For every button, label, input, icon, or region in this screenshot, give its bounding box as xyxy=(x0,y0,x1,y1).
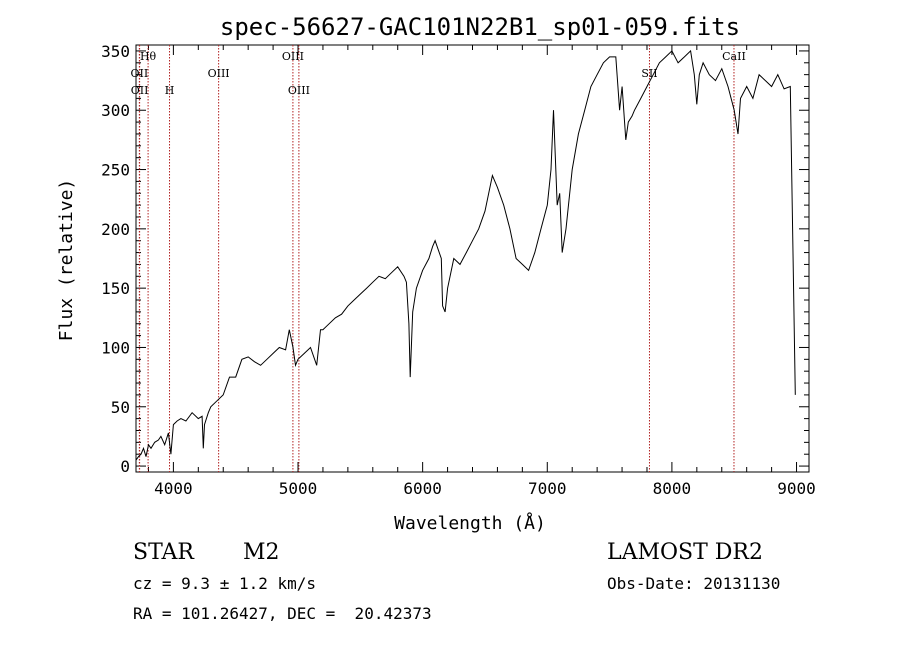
y-tick-label: 200 xyxy=(101,220,130,239)
x-tick-label: 5000 xyxy=(279,479,318,498)
line-marker-label: Hθ xyxy=(140,50,157,63)
redshift-velocity: cz = 9.3 ± 1.2 km/s xyxy=(133,574,317,593)
line-marker-label: OII xyxy=(131,84,149,97)
object-class: STAR xyxy=(133,540,194,565)
x-tick-label: 7000 xyxy=(528,479,567,498)
x-tick-label: 8000 xyxy=(653,479,692,498)
coordinates: RA = 101.26427, DEC = 20.42373 xyxy=(133,604,432,623)
line-marker-label: OIII xyxy=(208,67,230,80)
x-tick-label: 6000 xyxy=(403,479,442,498)
survey-name: LAMOST DR2 xyxy=(607,540,763,565)
y-tick-label: 350 xyxy=(101,42,130,61)
y-tick-label: 50 xyxy=(111,398,130,417)
line-marker-label: CaII xyxy=(722,50,746,63)
y-axis-label: Flux (relative) xyxy=(56,179,77,342)
y-tick-label: 150 xyxy=(101,279,130,298)
line-marker-label: H xyxy=(165,84,175,97)
line-marker-label: OIII xyxy=(288,84,310,97)
x-tick-label: 4000 xyxy=(154,479,193,498)
y-tick-label: 100 xyxy=(101,338,130,357)
y-tick-label: 250 xyxy=(101,161,130,180)
plot-area: 4000 5000 6000 7000 8000 9000 0 50 100 150 200 250 3… xyxy=(101,42,816,498)
chart-title: spec-56627-GAC101N22B1_sp01-059.fits xyxy=(220,13,740,41)
x-tick-label: 9000 xyxy=(777,479,816,498)
spectrum-line xyxy=(135,49,796,461)
y-tick-label: 300 xyxy=(101,101,130,120)
x-axis-label: Wavelength (Å) xyxy=(394,512,546,534)
plot-frame xyxy=(135,44,810,473)
object-subclass: M2 xyxy=(243,540,280,565)
line-marker-label: OIII xyxy=(282,50,304,63)
line-marker-label: SII xyxy=(641,67,657,80)
y-tick-label: 0 xyxy=(120,457,130,476)
observation-date: Obs-Date: 20131130 xyxy=(607,574,781,593)
